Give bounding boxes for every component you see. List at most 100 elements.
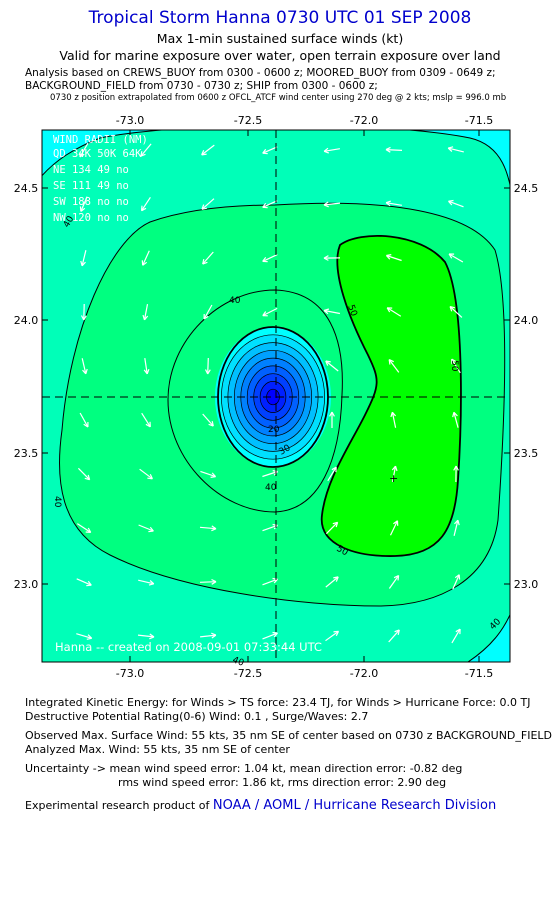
wind-arrow bbox=[385, 254, 402, 262]
wind-arrow bbox=[325, 630, 340, 642]
wind-arrow bbox=[452, 574, 461, 590]
wind-radii-table: WIND RADII (NM) QD 34K 50K 64K NE 134 49… bbox=[53, 134, 148, 224]
x-tick-bottom: -71.5 bbox=[465, 667, 493, 678]
wind-arrow bbox=[515, 466, 520, 482]
ike-line: Integrated Kinetic Energy: for Winds > T… bbox=[25, 696, 531, 709]
contour-50kt bbox=[320, 235, 462, 557]
wind-arrow bbox=[323, 201, 341, 208]
wind-arrow bbox=[453, 465, 459, 483]
wind-arrow bbox=[323, 255, 341, 261]
y-tick-right: 23.0 bbox=[514, 578, 539, 591]
wind-arrow bbox=[327, 466, 337, 482]
wind-arrow bbox=[389, 520, 399, 536]
wind-arrow bbox=[76, 523, 92, 533]
wind-arrow bbox=[138, 579, 155, 586]
wind-arrow bbox=[79, 142, 89, 158]
x-tick-bottom: -72.5 bbox=[234, 667, 262, 678]
wind-arrow bbox=[262, 254, 278, 263]
wind-arrow bbox=[262, 200, 278, 209]
max-wind-marker: + bbox=[389, 472, 398, 485]
position-note: 0730 z position extrapolated from 0600 z… bbox=[50, 93, 507, 103]
wind-arrow bbox=[202, 413, 214, 427]
y-tick-left: 23.0 bbox=[14, 578, 39, 591]
contour-40kt-inner bbox=[167, 289, 343, 513]
analysis-sources-line-1: Analysis based on CREWS_BUOY from 0300 -… bbox=[25, 67, 496, 79]
wind-arrow bbox=[199, 578, 217, 585]
map-frame bbox=[41, 129, 511, 663]
wind-arrow bbox=[262, 577, 278, 586]
wind-arrow bbox=[514, 359, 522, 373]
wind-arrow bbox=[141, 196, 151, 212]
wind-arrow bbox=[79, 196, 88, 212]
wind-arrow bbox=[325, 360, 339, 372]
x-tick-top: -71.5 bbox=[465, 114, 493, 127]
y-tick-right: 24.0 bbox=[514, 314, 539, 327]
wind-radii-title: WIND RADII (NM) bbox=[53, 134, 148, 146]
wind-arrow bbox=[76, 578, 92, 587]
hrd-link[interactable]: NOAA / AOML / Hurricane Research Divisio… bbox=[212, 798, 497, 813]
wind-arrow bbox=[143, 358, 150, 375]
wind-arrow bbox=[388, 629, 400, 643]
wind-arrow bbox=[199, 525, 217, 532]
y-tick-left: 24.0 bbox=[14, 314, 39, 327]
contour-label: 50 bbox=[449, 360, 459, 372]
wind-arrow bbox=[386, 307, 402, 317]
wind-arrow bbox=[448, 199, 464, 208]
wind-arrow bbox=[515, 629, 522, 644]
wind-arrow bbox=[137, 633, 155, 640]
wind-arrow bbox=[140, 143, 152, 157]
wind-arrow bbox=[515, 412, 521, 427]
contour-label: 40 bbox=[52, 496, 62, 508]
wind-arrow bbox=[323, 147, 340, 154]
wind-arrow bbox=[512, 253, 525, 263]
wind-radii-row: NE 134 49 no bbox=[53, 164, 129, 176]
wind-vector-arrows bbox=[76, 142, 525, 644]
wind-radii-row: SW 188 no no bbox=[53, 196, 129, 208]
subtitle-exposure: Valid for marine exposure over water, op… bbox=[59, 48, 501, 63]
product-credit-prefix: Experimental research product of bbox=[25, 799, 213, 812]
wind-arrow bbox=[139, 468, 153, 480]
y-tick-left: 24.5 bbox=[14, 182, 39, 195]
wind-field-map: 40 40 40 40 40 50 50 50 30 20 40 + -73.0… bbox=[14, 114, 539, 678]
product-credit: Experimental research product of NOAA / … bbox=[25, 798, 496, 813]
wind-arrow bbox=[202, 251, 214, 265]
analyzed-max-wind: Analyzed Max. Wind: 55 kts, 35 nm SE of … bbox=[25, 743, 290, 756]
axis-tick-marks bbox=[42, 130, 510, 662]
wind-arrow bbox=[203, 304, 213, 320]
wind-arrow bbox=[511, 200, 525, 208]
contour-label: 20 bbox=[268, 425, 280, 435]
wind-arrow bbox=[80, 250, 87, 267]
wind-arrow bbox=[452, 411, 459, 428]
wind-arrow bbox=[451, 628, 461, 644]
wind-arrow bbox=[385, 146, 403, 153]
x-tick-top: -72.5 bbox=[234, 114, 262, 127]
wind-arrow bbox=[388, 359, 400, 373]
creation-credit: Hanna -- created on 2008-09-01 07:33:44 … bbox=[55, 640, 322, 654]
wind-arrow bbox=[81, 358, 88, 375]
contour-40kt-outer bbox=[42, 130, 510, 662]
wind-arrow bbox=[453, 519, 460, 536]
analysis-sources-line-2: BACKGROUND_FIELD from 0730 - 0730 z; SHI… bbox=[25, 80, 378, 92]
page-title: Tropical Storm Hanna 0730 UTC 01 SEP 200… bbox=[88, 8, 472, 28]
wind-arrow bbox=[76, 633, 93, 640]
wind-arrow bbox=[388, 574, 400, 589]
contour-label: 40 bbox=[231, 655, 245, 668]
uncertainty-line-1: Uncertainty -> mean wind speed error: 1.… bbox=[25, 762, 463, 775]
contour-label: 40 bbox=[229, 296, 241, 306]
axis-tick-labels: -73.0 -72.5 -72.0 -71.5 -73.0 -72.5 -72.… bbox=[14, 114, 539, 678]
storm-core-contours bbox=[215, 327, 331, 467]
x-tick-bottom: -73.0 bbox=[116, 667, 144, 678]
wind-arrow bbox=[329, 411, 335, 428]
wind-arrow bbox=[391, 465, 398, 483]
wind-arrow bbox=[262, 146, 278, 155]
wind-arrow bbox=[80, 303, 87, 321]
wind-arrow bbox=[200, 632, 217, 639]
wind-arrow bbox=[79, 412, 89, 428]
wind-arrow bbox=[201, 198, 215, 210]
wind-arrow bbox=[390, 411, 397, 428]
dpr-line: Destructive Potential Rating(0-6) Wind: … bbox=[25, 710, 369, 723]
wind-arrow bbox=[447, 146, 464, 153]
y-tick-right: 24.5 bbox=[514, 182, 539, 195]
wind-arrow bbox=[325, 521, 339, 535]
wind-arrow bbox=[262, 307, 278, 317]
